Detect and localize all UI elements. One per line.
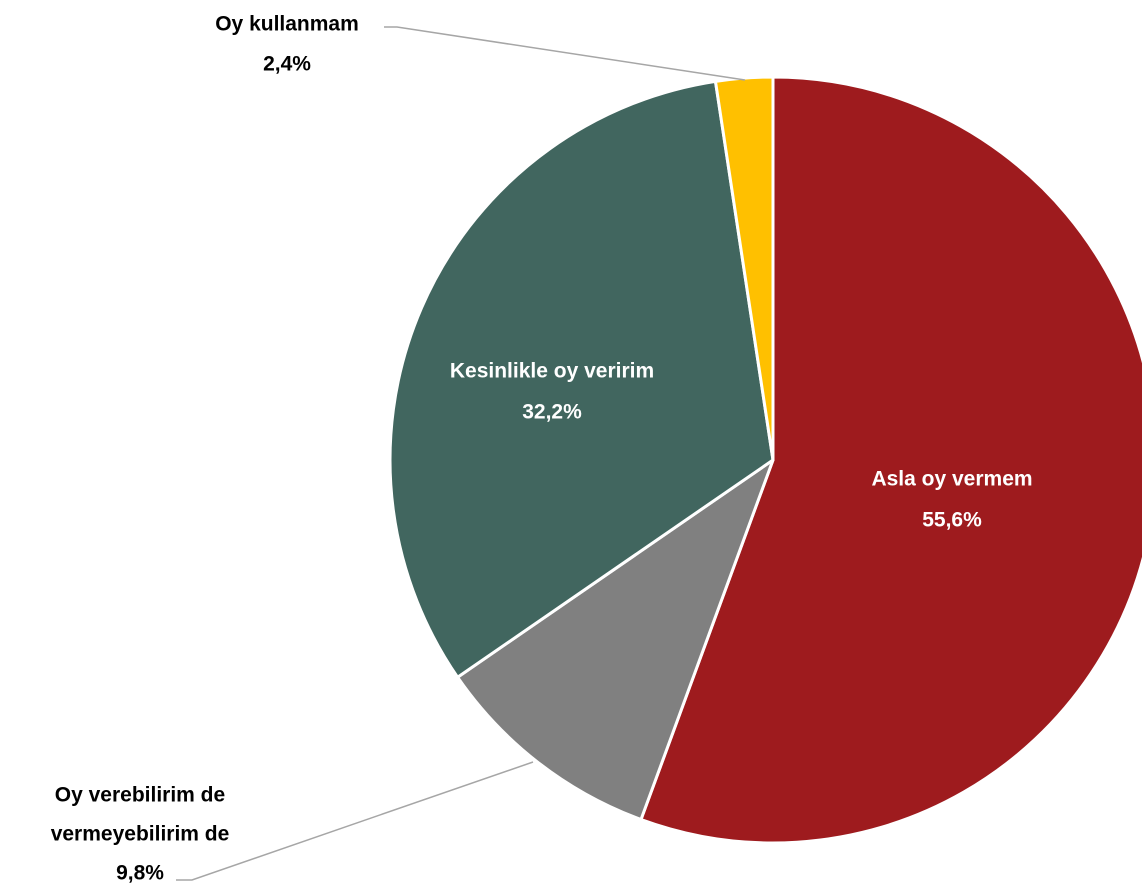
slice-category-label: Oy kullanmam — [215, 13, 359, 36]
pie-slice-3 — [388, 79, 775, 679]
data-label-4: Oy kullanmam 2,4% — [215, 13, 359, 76]
pie-slice-4 — [713, 75, 775, 462]
slice-category-label: vermeyebilirim de — [51, 823, 230, 846]
slice-value-label: 32,2% — [522, 401, 582, 424]
data-label-2: Oy verebilirim de vermeyebilirim de 9,8% — [51, 784, 230, 885]
slice-value-label: 55,6% — [922, 509, 982, 532]
pie-slice-2 — [456, 458, 775, 822]
slice-category-label: Asla oy vermem — [871, 468, 1032, 491]
data-labels-layer: Asla oy vermem 55,6% Oy verebilirim de verm… — [51, 13, 1033, 885]
leader-line-4 — [384, 26, 746, 81]
slices-layer — [388, 75, 1142, 845]
slice-category-label: Oy verebilirim de — [55, 784, 225, 807]
data-label-3: Kesinlikle oy veririm 32,2% — [450, 360, 654, 424]
leader-line-2 — [176, 761, 534, 881]
data-label-1: Asla oy vermem 55,6% — [871, 468, 1032, 532]
slice-value-label: 9,8% — [116, 862, 164, 885]
leader-lines-layer — [176, 26, 746, 881]
pie-slice-1 — [639, 75, 1142, 845]
slice-category-label: Kesinlikle oy veririm — [450, 360, 654, 383]
slice-value-label: 2,4% — [263, 53, 311, 76]
